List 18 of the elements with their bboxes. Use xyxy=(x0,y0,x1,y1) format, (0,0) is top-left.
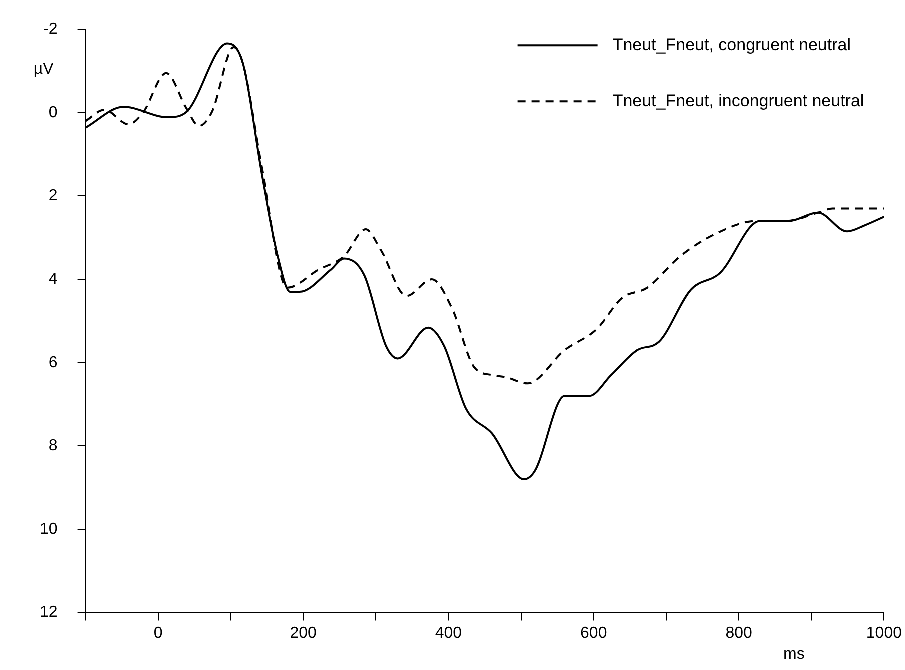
y-tick-label: 6 xyxy=(48,354,58,372)
y-tick-label: 0 xyxy=(48,104,58,122)
y-tick-label: 2 xyxy=(48,188,58,205)
legend-label: Tneut_Fneut, incongruent neutral xyxy=(612,91,864,110)
y-axis-title: µV xyxy=(34,61,54,78)
y-tick-label: -2 xyxy=(44,21,58,38)
y-tick-label: 4 xyxy=(48,270,58,288)
x-tick-label: 1000 xyxy=(866,624,902,642)
x-axis-title: ms xyxy=(784,646,805,664)
y-tick-label: 12 xyxy=(40,604,58,622)
x-tick-label: 800 xyxy=(726,624,752,642)
x-tick-label: 600 xyxy=(580,624,608,642)
legend-label: Tneut_Fneut, congruent neutral xyxy=(612,35,851,54)
x-tick-label: 0 xyxy=(154,624,163,642)
x-tick-label: 200 xyxy=(290,624,317,642)
y-tick-label: 10 xyxy=(40,520,58,538)
y-tick-label: 8 xyxy=(48,438,58,455)
x-tick-label: 400 xyxy=(435,624,462,642)
